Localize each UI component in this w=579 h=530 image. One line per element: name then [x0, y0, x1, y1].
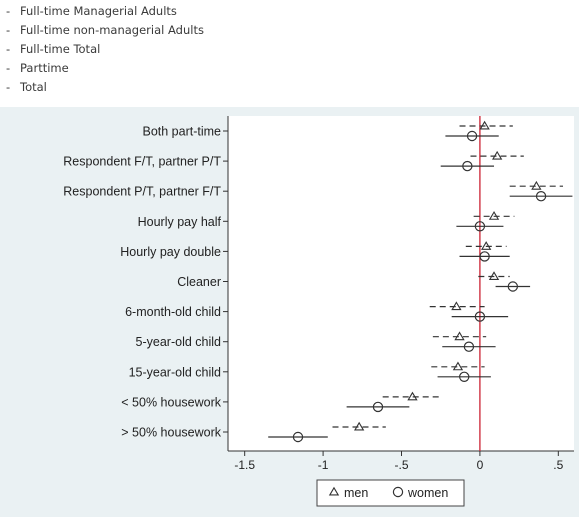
list-bullet: - [6, 61, 11, 75]
y-tick-label: Respondent F/T, partner P/T [63, 155, 221, 169]
y-tick-label: < 50% housework [121, 395, 221, 409]
variant-list-label: Full-time Total [20, 42, 101, 56]
y-tick-label: 5-year-old child [136, 335, 222, 349]
x-tick-label: -1 [318, 458, 329, 472]
legend-label: women [407, 486, 448, 500]
variant-list-item: - Total [6, 78, 204, 97]
y-tick-label: Hourly pay half [138, 215, 222, 229]
women-point [474, 311, 486, 322]
y-tick-label: > 50% housework [121, 426, 221, 440]
women-point [535, 190, 547, 202]
variant-list-label: Full-time non-managerial Adults [20, 23, 204, 37]
y-tick-label: Hourly pay double [120, 245, 221, 259]
x-tick-label: .5 [553, 458, 563, 472]
list-bullet: - [6, 42, 11, 56]
men-point [491, 150, 503, 160]
plot-area [228, 116, 574, 451]
men-point [481, 241, 492, 250]
men-point [488, 211, 500, 220]
y-tick-label: 6-month-old child [125, 305, 221, 319]
legend-box [316, 479, 465, 507]
women-point [462, 160, 473, 172]
men-point [451, 301, 462, 311]
women-point [463, 341, 475, 352]
women-point [474, 221, 486, 232]
legend-men-symbol [328, 486, 340, 496]
y-tick-label: Respondent P/T, partner F/T [63, 185, 221, 199]
men-point [454, 331, 465, 341]
variant-list-label: Parttime [20, 61, 69, 75]
chart-marks: Both part-time Respondent F/T, partner P/… [63, 116, 573, 472]
legend-women-symbol [392, 486, 404, 498]
men-point [531, 180, 542, 190]
legend-label: men [344, 486, 368, 500]
y-tick-label: Cleaner [177, 275, 221, 289]
x-tick-label: -.5 [394, 458, 408, 472]
y-tick-label: Both part-time [142, 125, 221, 139]
women-point [479, 251, 490, 262]
women-point [292, 431, 304, 443]
x-tick-label: 0 [477, 458, 484, 472]
list-bullet: - [6, 23, 11, 37]
y-tick-label: 15-year-old child [129, 365, 221, 379]
men-point [488, 271, 500, 280]
variant-list-item: - Parttime [6, 59, 204, 78]
x-tick-label: -1.5 [234, 458, 255, 472]
men-point [479, 120, 490, 130]
men-point [452, 361, 464, 371]
legend: men women [316, 479, 465, 507]
women-point [372, 401, 384, 413]
variant-list-item: - Full-time Managerial Adults [6, 2, 204, 21]
list-bullet: - [6, 80, 11, 94]
women-point [459, 371, 470, 382]
list-bullet: - [6, 4, 11, 18]
variant-list-label: Total [20, 80, 47, 94]
women-point [507, 281, 519, 292]
men-point [353, 421, 365, 431]
women-point [466, 130, 478, 142]
variant-list: - Full-time Managerial Adults - Full-time n… [6, 2, 204, 97]
men-point [407, 391, 418, 401]
variant-list-label: Full-time Managerial Adults [20, 4, 177, 18]
variant-list-item: - Full-time non-managerial Adults [6, 21, 204, 40]
variant-list-item: - Full-time Total [6, 40, 204, 59]
